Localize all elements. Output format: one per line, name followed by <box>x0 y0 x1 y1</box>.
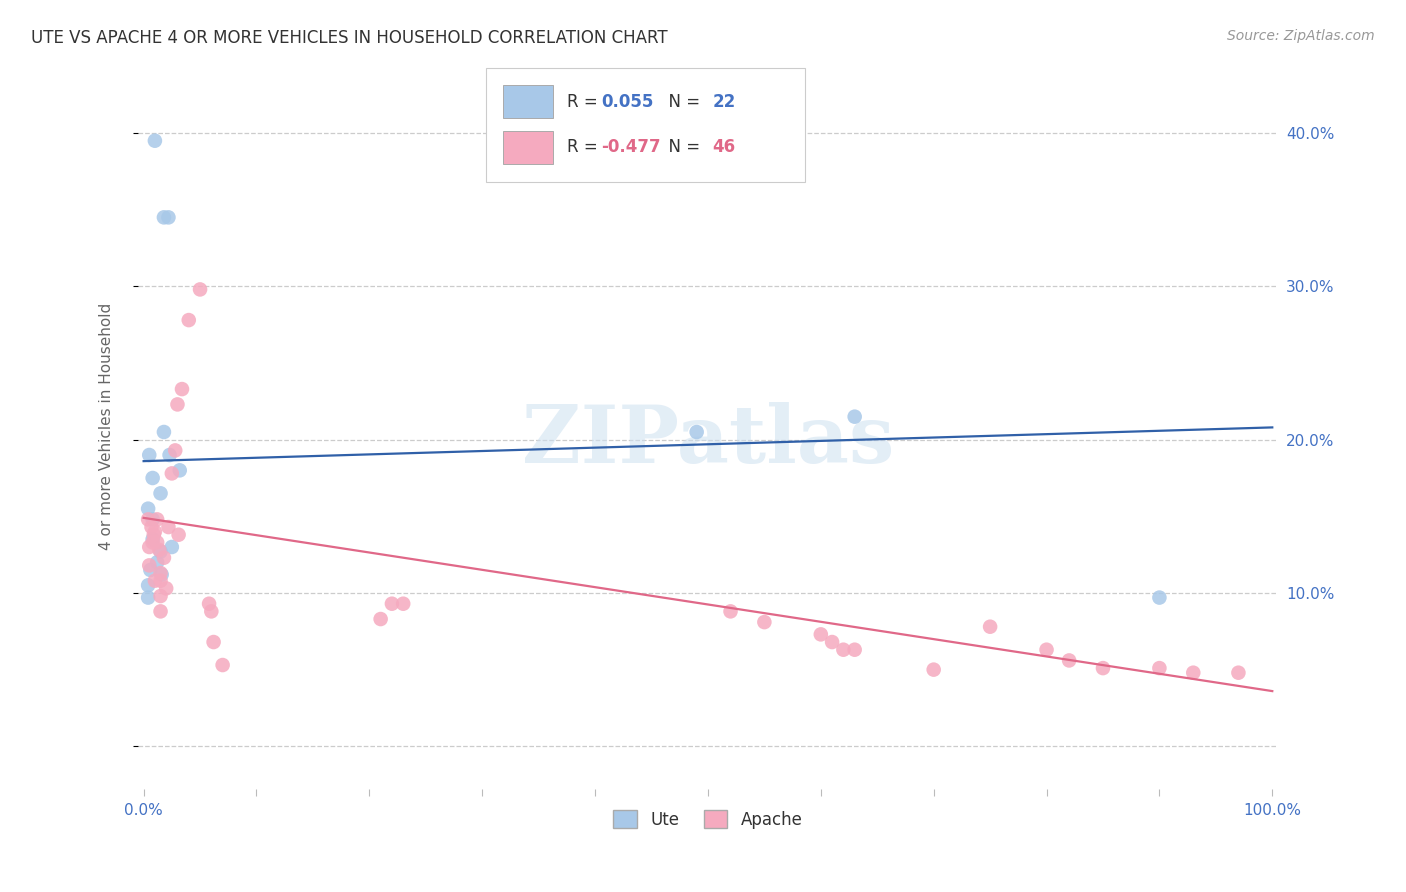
Point <box>810 627 832 641</box>
FancyBboxPatch shape <box>503 85 553 119</box>
Point <box>844 642 866 657</box>
Point <box>159 448 181 462</box>
Point <box>149 544 172 558</box>
Point <box>146 555 169 569</box>
Point <box>157 520 180 534</box>
Text: Source: ZipAtlas.com: Source: ZipAtlas.com <box>1227 29 1375 44</box>
Point <box>150 567 173 582</box>
Point <box>821 635 844 649</box>
Point <box>1057 653 1080 667</box>
Point <box>153 211 176 225</box>
Point <box>832 642 855 657</box>
Point <box>136 578 159 592</box>
Text: 0.055: 0.055 <box>600 93 654 111</box>
Point <box>211 658 233 673</box>
FancyBboxPatch shape <box>485 68 804 182</box>
Text: ZIPatlas: ZIPatlas <box>522 402 894 480</box>
Point <box>392 597 415 611</box>
Point <box>138 558 160 573</box>
Point <box>844 409 866 424</box>
Text: 22: 22 <box>713 93 735 111</box>
Point <box>136 501 159 516</box>
Point <box>1149 591 1171 605</box>
FancyBboxPatch shape <box>503 131 553 164</box>
Text: N =: N = <box>658 93 706 111</box>
Point <box>143 524 166 539</box>
Point <box>167 527 190 541</box>
Point <box>136 512 159 526</box>
Point <box>1149 661 1171 675</box>
Point <box>138 540 160 554</box>
Point <box>142 533 165 547</box>
Point <box>142 527 165 541</box>
Point <box>979 620 1001 634</box>
Text: -0.477: -0.477 <box>600 138 661 156</box>
Text: R =: R = <box>567 138 603 156</box>
Point <box>149 574 172 588</box>
Point <box>139 563 162 577</box>
Point <box>146 535 169 549</box>
Point <box>160 467 183 481</box>
Legend: Ute, Apache: Ute, Apache <box>606 804 810 835</box>
Point <box>1035 642 1057 657</box>
Text: UTE VS APACHE 4 OR MORE VEHICLES IN HOUSEHOLD CORRELATION CHART: UTE VS APACHE 4 OR MORE VEHICLES IN HOUS… <box>31 29 668 47</box>
Point <box>381 597 404 611</box>
Point <box>143 574 166 588</box>
Point <box>200 604 222 618</box>
Point <box>169 463 191 477</box>
Point <box>177 313 200 327</box>
Point <box>149 566 172 580</box>
Point <box>142 471 165 485</box>
Point <box>1227 665 1250 680</box>
Point <box>1091 661 1114 675</box>
Point <box>149 589 172 603</box>
Point <box>166 397 188 411</box>
Point <box>720 604 742 618</box>
Point <box>148 543 170 558</box>
Point <box>149 486 172 500</box>
Point <box>143 134 166 148</box>
Point <box>142 535 165 549</box>
Point <box>1182 665 1205 680</box>
Point <box>146 512 169 526</box>
Point <box>149 604 172 618</box>
Point <box>685 425 707 439</box>
Point <box>142 512 165 526</box>
Point <box>188 282 211 296</box>
Point <box>155 582 177 596</box>
Point <box>157 211 180 225</box>
Point <box>153 550 176 565</box>
Point <box>160 540 183 554</box>
Point <box>370 612 392 626</box>
Point <box>141 520 163 534</box>
Point <box>198 597 221 611</box>
Text: N =: N = <box>658 138 706 156</box>
Point <box>754 615 776 629</box>
Point <box>136 591 159 605</box>
Point <box>165 443 187 458</box>
Point <box>202 635 225 649</box>
Point <box>138 448 160 462</box>
Text: 46: 46 <box>713 138 735 156</box>
Point <box>153 425 176 439</box>
Y-axis label: 4 or more Vehicles in Household: 4 or more Vehicles in Household <box>100 303 114 550</box>
Point <box>922 663 945 677</box>
Point <box>170 382 193 396</box>
Text: R =: R = <box>567 93 603 111</box>
